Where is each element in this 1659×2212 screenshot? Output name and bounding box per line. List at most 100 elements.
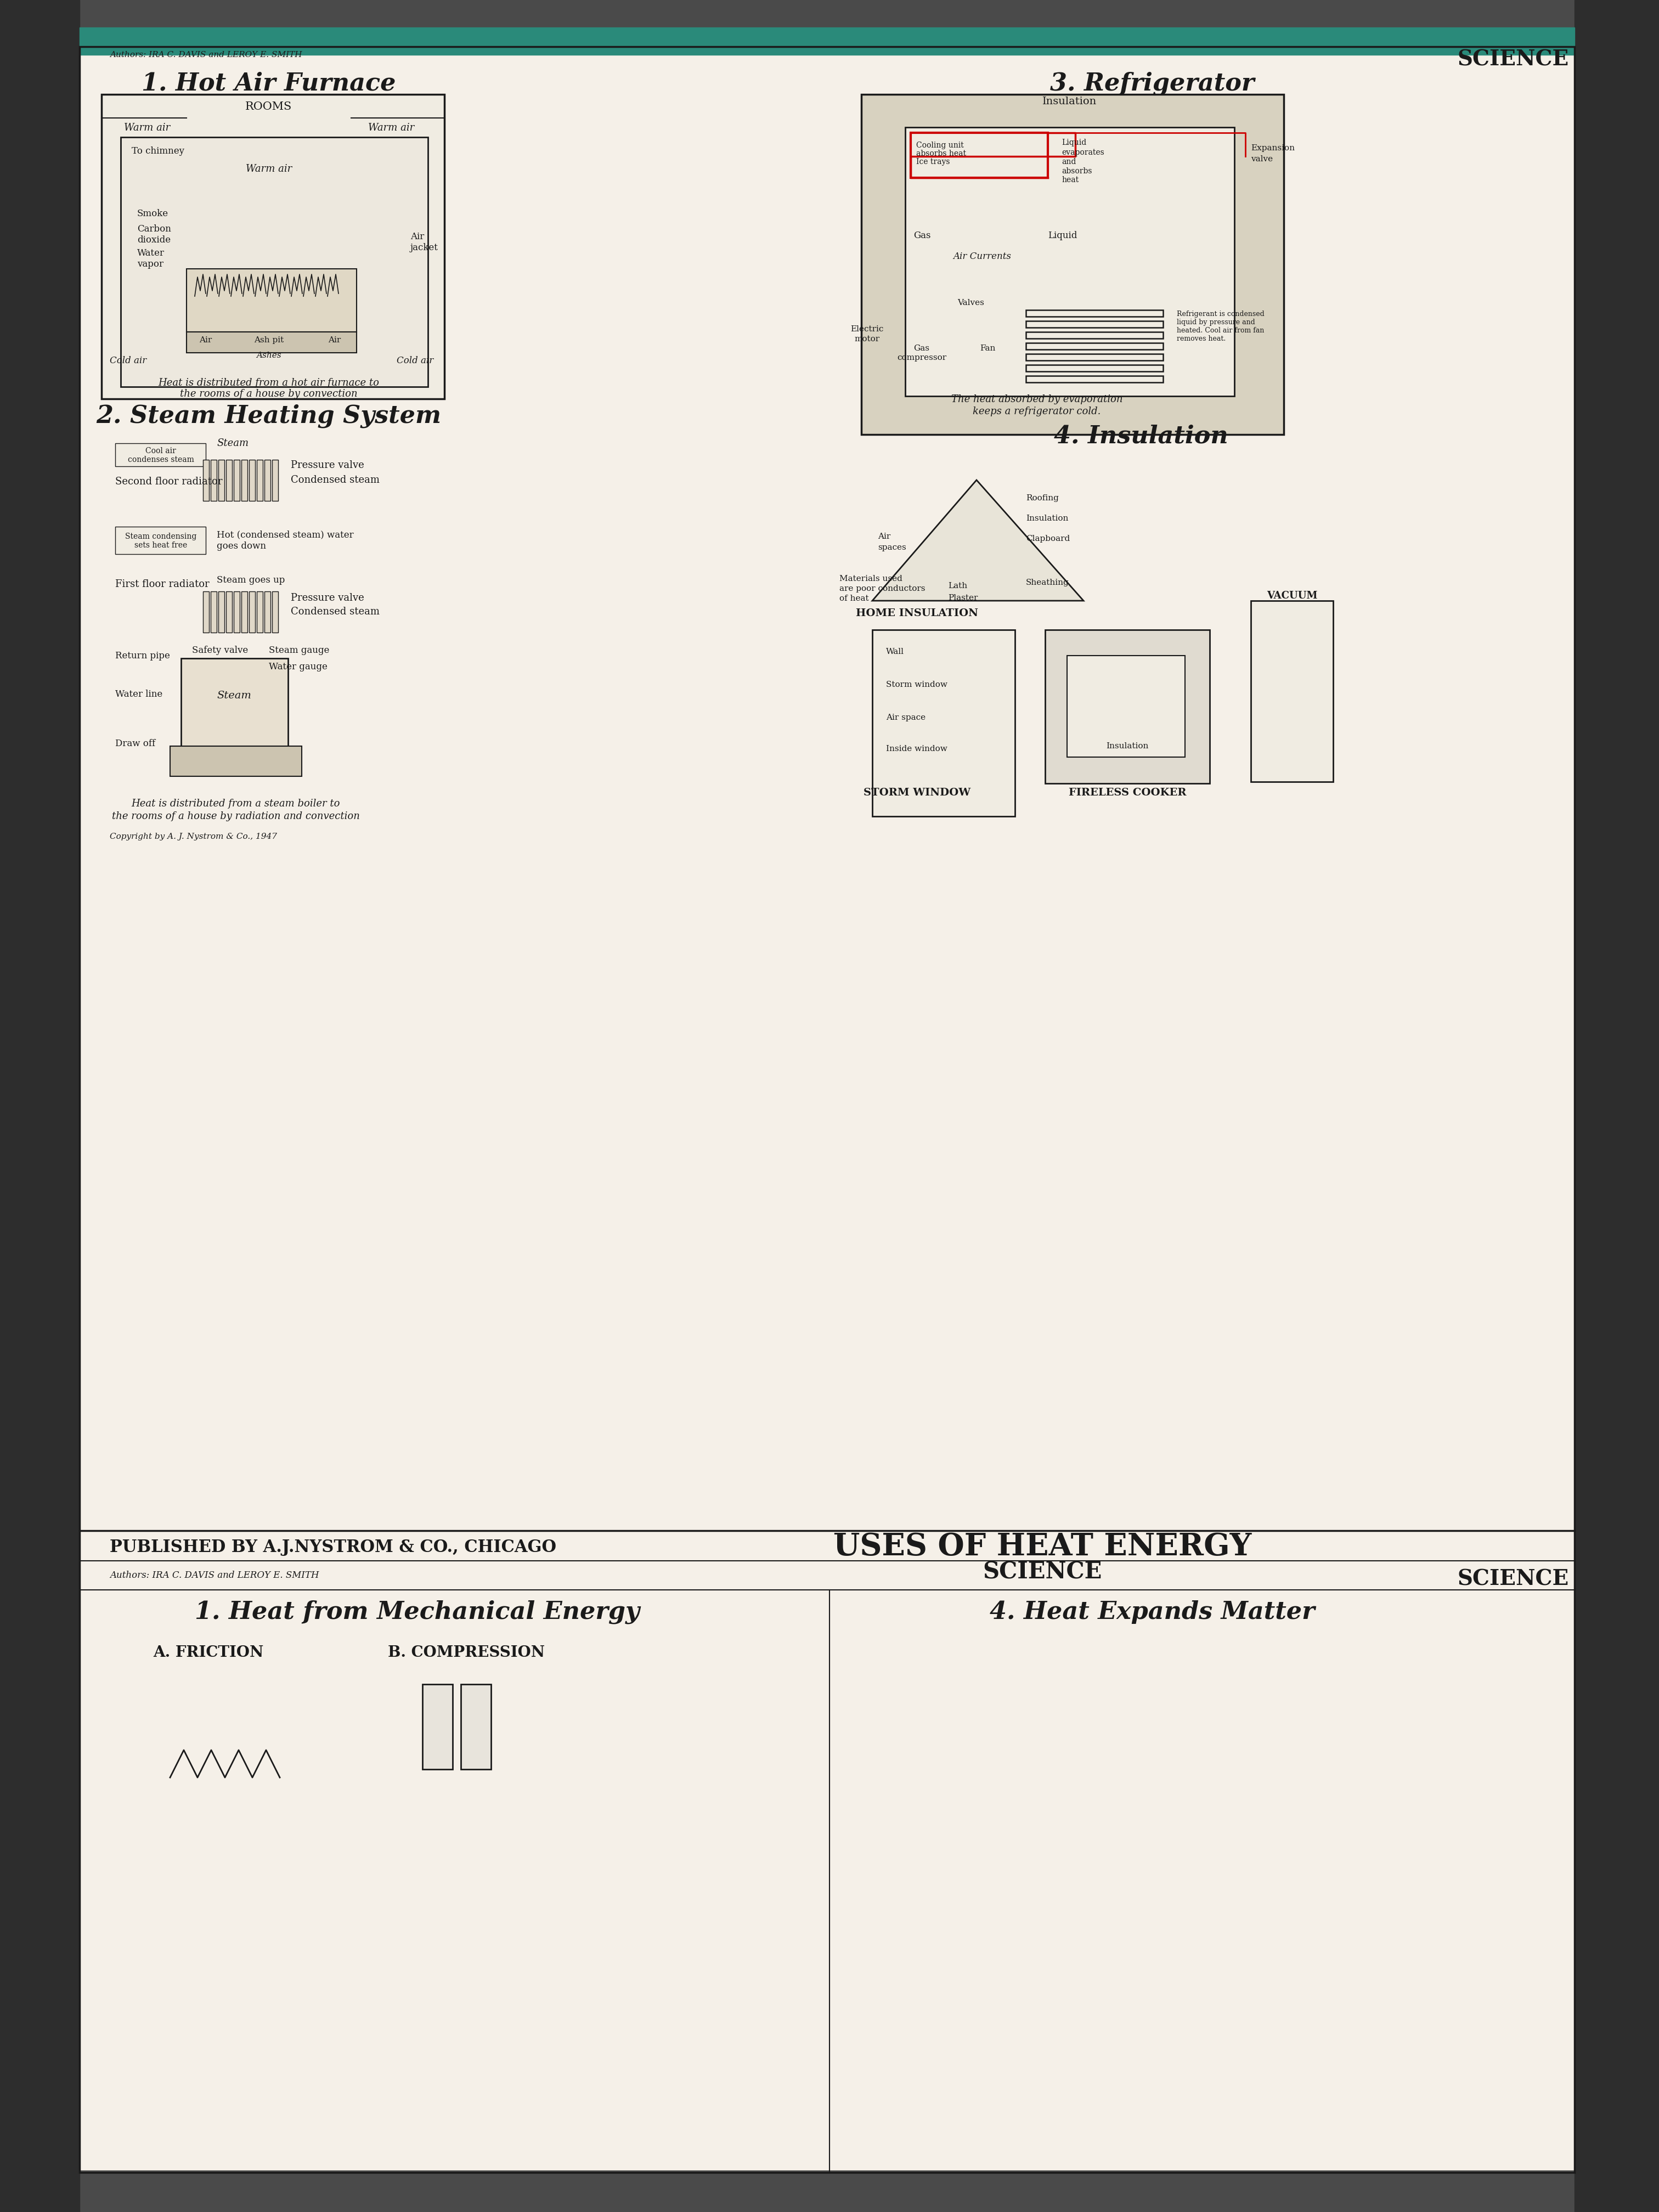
Text: Smoke: Smoke <box>138 210 169 219</box>
Bar <box>202 591 209 633</box>
Text: Return pipe: Return pipe <box>114 650 169 659</box>
Bar <box>257 591 262 633</box>
Text: spaces: spaces <box>878 544 906 551</box>
Text: Safety valve: Safety valve <box>192 646 249 655</box>
Text: USES OF HEAT ENERGY: USES OF HEAT ENERGY <box>833 1533 1251 1562</box>
Text: Water gauge: Water gauge <box>269 661 327 670</box>
Text: The heat absorbed by evaporation: The heat absorbed by evaporation <box>951 394 1123 405</box>
Text: Gas: Gas <box>914 345 929 352</box>
Text: Water: Water <box>138 248 164 259</box>
Text: Carbon: Carbon <box>138 226 171 234</box>
Text: Air Currents: Air Currents <box>952 252 1010 261</box>
Text: SCIENCE: SCIENCE <box>982 1559 1102 1584</box>
Text: Materials used: Materials used <box>839 575 902 582</box>
Text: Steam: Steam <box>217 438 249 449</box>
Bar <box>242 591 247 633</box>
Text: SCIENCE: SCIENCE <box>1458 49 1569 69</box>
Text: Liquid: Liquid <box>1048 232 1077 241</box>
Text: Condensed steam: Condensed steam <box>290 606 380 617</box>
Bar <box>234 591 241 633</box>
Text: Warm air: Warm air <box>124 124 171 133</box>
Bar <box>226 591 232 633</box>
Bar <box>211 460 217 500</box>
Bar <box>121 137 428 387</box>
Text: Steam goes up: Steam goes up <box>217 575 285 586</box>
Text: FIRELESS COOKER: FIRELESS COOKER <box>1068 787 1186 799</box>
Bar <box>272 460 279 500</box>
Text: Insulation: Insulation <box>1025 515 1068 522</box>
Text: Warm air: Warm air <box>368 124 415 133</box>
Text: SCIENCE: SCIENCE <box>1458 1568 1569 1590</box>
Bar <box>257 460 262 500</box>
Text: Heat is distributed from a steam boiler to: Heat is distributed from a steam boiler … <box>131 799 340 810</box>
Text: 4. Insulation: 4. Insulation <box>1053 425 1228 449</box>
Text: Cold air: Cold air <box>397 356 433 365</box>
Text: Cooling unit: Cooling unit <box>916 142 964 148</box>
Text: Draw off: Draw off <box>114 739 156 748</box>
Bar <box>1251 602 1334 781</box>
Bar <box>114 526 206 553</box>
Bar <box>873 630 1015 816</box>
Bar <box>911 133 1048 177</box>
Bar <box>186 270 357 332</box>
Text: Air: Air <box>199 336 212 345</box>
Text: Warm air: Warm air <box>246 164 292 175</box>
Bar <box>1025 310 1163 316</box>
Text: heat: heat <box>1062 177 1078 184</box>
Text: goes down: goes down <box>217 542 265 551</box>
Text: Authors: IRA C. DAVIS and LEROY E. SMITH: Authors: IRA C. DAVIS and LEROY E. SMITH <box>109 51 302 60</box>
Text: Valves: Valves <box>957 299 984 307</box>
Text: Ashes: Ashes <box>255 352 282 358</box>
Text: Lath: Lath <box>947 582 967 591</box>
Text: Plaster: Plaster <box>947 595 977 602</box>
Text: Air space: Air space <box>886 714 926 721</box>
Bar <box>1025 332 1163 338</box>
Bar <box>114 442 206 467</box>
Text: Sheathing: Sheathing <box>1025 580 1068 586</box>
Bar <box>186 332 357 352</box>
Bar <box>0 0 80 2212</box>
Text: Gas: Gas <box>914 232 931 241</box>
Text: Second floor radiator: Second floor radiator <box>114 478 222 487</box>
Text: Hot (condensed steam) water: Hot (condensed steam) water <box>217 531 353 540</box>
Bar <box>423 1683 453 1770</box>
Text: vapor: vapor <box>138 259 164 270</box>
Bar <box>80 1562 1574 2163</box>
Bar <box>264 591 270 633</box>
Text: Storm window: Storm window <box>886 681 947 688</box>
Text: A. FRICTION: A. FRICTION <box>153 1646 264 1659</box>
Bar <box>181 659 289 745</box>
Bar <box>1045 630 1209 783</box>
Bar <box>861 95 1284 434</box>
Text: Air: Air <box>410 232 425 241</box>
Text: Pressure valve: Pressure valve <box>290 460 363 471</box>
Text: 1. Hot Air Furnace: 1. Hot Air Furnace <box>141 71 397 95</box>
Bar <box>1067 655 1185 757</box>
Text: absorbs heat: absorbs heat <box>916 150 966 157</box>
Text: motor: motor <box>854 336 879 343</box>
Text: 3. Refrigerator: 3. Refrigerator <box>1050 71 1254 95</box>
Text: Electric: Electric <box>851 325 883 334</box>
Text: ROOMS: ROOMS <box>246 102 292 113</box>
Bar <box>101 95 445 398</box>
Text: Steam: Steam <box>217 690 252 701</box>
Bar <box>249 460 255 500</box>
Text: B. COMPRESSION: B. COMPRESSION <box>388 1646 544 1659</box>
Text: Insulation: Insulation <box>1042 97 1097 106</box>
Text: Cold air: Cold air <box>109 356 146 365</box>
Text: Steam condensing: Steam condensing <box>124 533 196 540</box>
Text: dioxide: dioxide <box>138 237 171 246</box>
Text: Clapboard: Clapboard <box>1025 535 1070 542</box>
Text: 2. Steam Heating System: 2. Steam Heating System <box>96 405 441 427</box>
Bar <box>234 460 241 500</box>
Text: evaporates: evaporates <box>1062 148 1105 157</box>
Bar <box>264 460 270 500</box>
Bar <box>219 591 224 633</box>
Text: are poor conductors: are poor conductors <box>839 584 926 593</box>
Text: Refrigerant is condensed
liquid by pressure and
heated. Cool air from fan
remove: Refrigerant is condensed liquid by press… <box>1176 310 1264 343</box>
Bar <box>461 1683 491 1770</box>
Text: Liquid: Liquid <box>1062 139 1087 146</box>
Text: 1. Heat from Mechanical Energy: 1. Heat from Mechanical Energy <box>194 1599 639 1624</box>
Text: Inside window: Inside window <box>886 745 947 752</box>
Text: compressor: compressor <box>898 354 946 361</box>
